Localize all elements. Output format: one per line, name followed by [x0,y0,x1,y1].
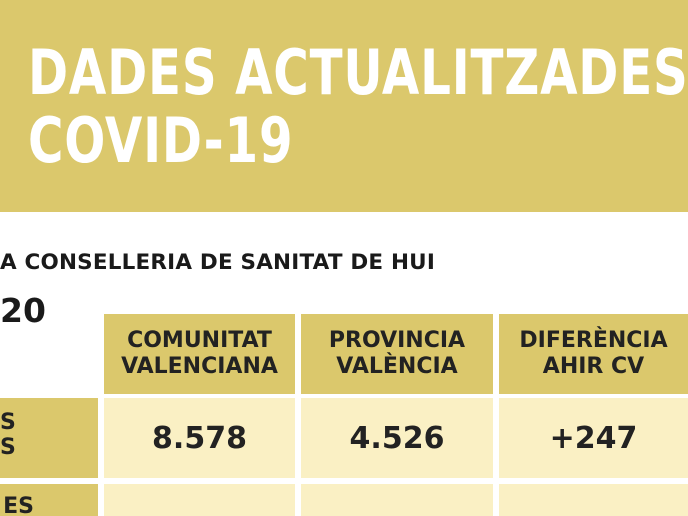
column-header-provincia-valencia: PROVINCIA VALÈNCIA [301,314,493,394]
column-header-line: VALÈNCIA [336,354,458,379]
row-label-line: S [0,410,16,435]
value-cell-diferencia: +247 [499,398,688,478]
value-cell-diferencia [499,484,688,516]
row-label: S S [0,398,98,478]
header-band: DADES ACTUALITZADES COVID-19 [0,0,688,212]
date-fragment: 20 [0,291,46,330]
column-header-comunitat-valenciana: COMUNITAT VALENCIANA [104,314,295,394]
row-label: ES [0,484,98,516]
value-cell-comunitat: 8.578 [104,398,295,478]
column-header-line: PROVINCIA [328,327,466,353]
row-label-line: S [0,435,16,461]
column-header-line: VALENCIANA [121,354,278,379]
value-cell-provincia: 4.526 [301,398,493,478]
value-cell-comunitat [104,484,295,516]
column-header-line: AHIR CV [542,354,645,379]
column-header-line: COMUNITAT [127,327,272,353]
row-label-line: ES [3,494,34,516]
page-title: DADES ACTUALITZADES [28,36,688,109]
page-title-line2: COVID-19 [28,104,294,177]
value-cell-provincia [301,484,493,516]
column-header-line: DIFERÈNCIA [519,327,668,353]
subtitle-source: A CONSELLERIA DE SANITAT DE HUI [0,250,436,275]
column-header-diferencia-ahir: DIFERÈNCIA AHIR CV [499,314,688,394]
